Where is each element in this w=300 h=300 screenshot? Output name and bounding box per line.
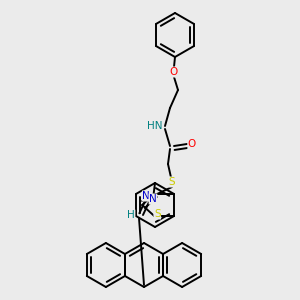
Text: N: N [149, 194, 157, 204]
Text: N: N [142, 191, 150, 201]
Text: O: O [170, 67, 178, 77]
Text: S: S [154, 209, 160, 219]
Text: HN: HN [147, 121, 163, 131]
Text: O: O [188, 139, 196, 149]
Text: H: H [127, 210, 135, 220]
Text: S: S [169, 177, 175, 187]
